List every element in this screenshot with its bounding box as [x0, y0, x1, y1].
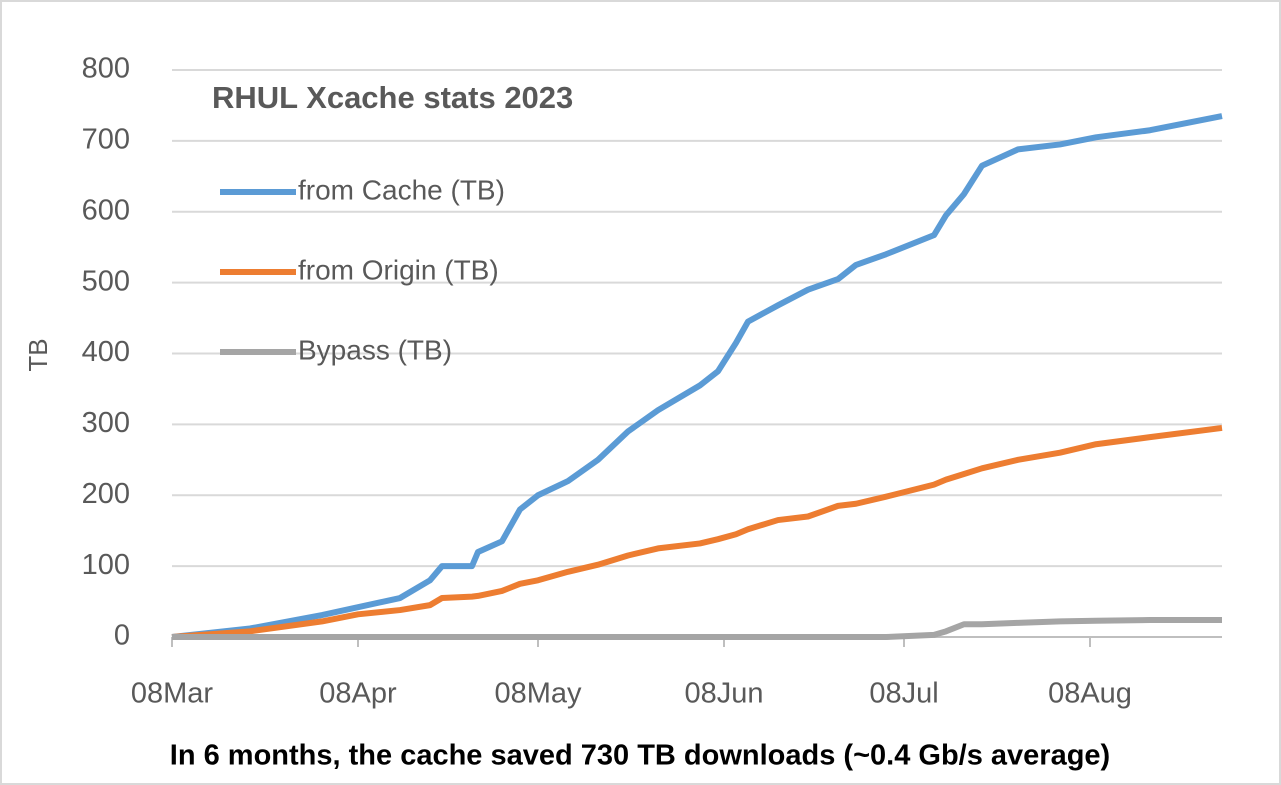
y-tick-label: 600	[82, 194, 130, 226]
y-tick-label: 500	[82, 265, 130, 297]
x-tick-label: 08May	[494, 678, 582, 710]
legend-label: Bypass (TB)	[298, 334, 452, 365]
y-tick-label: 300	[82, 407, 130, 439]
data-line	[171, 113, 1223, 640]
y-tick-label: 800	[82, 53, 130, 85]
y-axis-label: TB	[23, 338, 53, 371]
y-tick-label: 100	[82, 549, 130, 581]
y-tick-label: 400	[82, 336, 130, 368]
y-tick-label: 700	[82, 124, 130, 156]
legend-label: from Cache (TB)	[298, 174, 505, 205]
x-tick-label: 08Aug	[1048, 678, 1132, 710]
y-tick-label: 0	[114, 620, 130, 652]
x-tick-label: 08Jun	[684, 678, 763, 710]
x-tick-label: 08Mar	[131, 678, 214, 710]
legend-label: from Origin (TB)	[298, 254, 499, 285]
caption: In 6 months, the cache saved 730 TB down…	[170, 740, 1110, 772]
data-line	[171, 424, 1223, 640]
data-line	[172, 616, 1222, 640]
x-tick-label: 08Jul	[869, 678, 938, 710]
y-tick-label: 200	[82, 478, 130, 510]
chart-title: RHUL Xcache stats 2023	[212, 80, 573, 115]
x-tick-label: 08Apr	[319, 678, 397, 710]
